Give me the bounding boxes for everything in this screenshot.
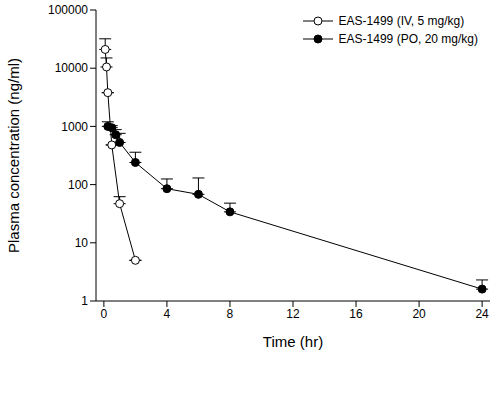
- svg-text:Time (hr): Time (hr): [263, 333, 323, 350]
- svg-text:12: 12: [286, 307, 300, 321]
- svg-text:1: 1: [81, 294, 88, 308]
- svg-text:0: 0: [101, 307, 108, 321]
- svg-text:Plasma concentration (ng/ml): Plasma concentration (ng/ml): [5, 58, 22, 253]
- svg-text:4: 4: [164, 307, 171, 321]
- svg-text:20: 20: [412, 307, 426, 321]
- html-text:EAS-1499 (IV, 5 mg/kg): EAS-1499 (IV, 5 mg/kg): [338, 14, 465, 28]
- svg-text:100000: 100000: [48, 3, 88, 17]
- svg-text:10: 10: [75, 236, 89, 250]
- svg-text:16: 16: [349, 307, 363, 321]
- svg-text:24: 24: [475, 307, 489, 321]
- html-text:EAS-1499 (PO, 20 mg/kg): EAS-1499 (PO, 20 mg/kg): [338, 32, 478, 46]
- svg-text:8: 8: [227, 307, 234, 321]
- svg-text:10000: 10000: [55, 61, 89, 75]
- svg-text:100: 100: [68, 178, 88, 192]
- svg-text:1000: 1000: [61, 120, 88, 134]
